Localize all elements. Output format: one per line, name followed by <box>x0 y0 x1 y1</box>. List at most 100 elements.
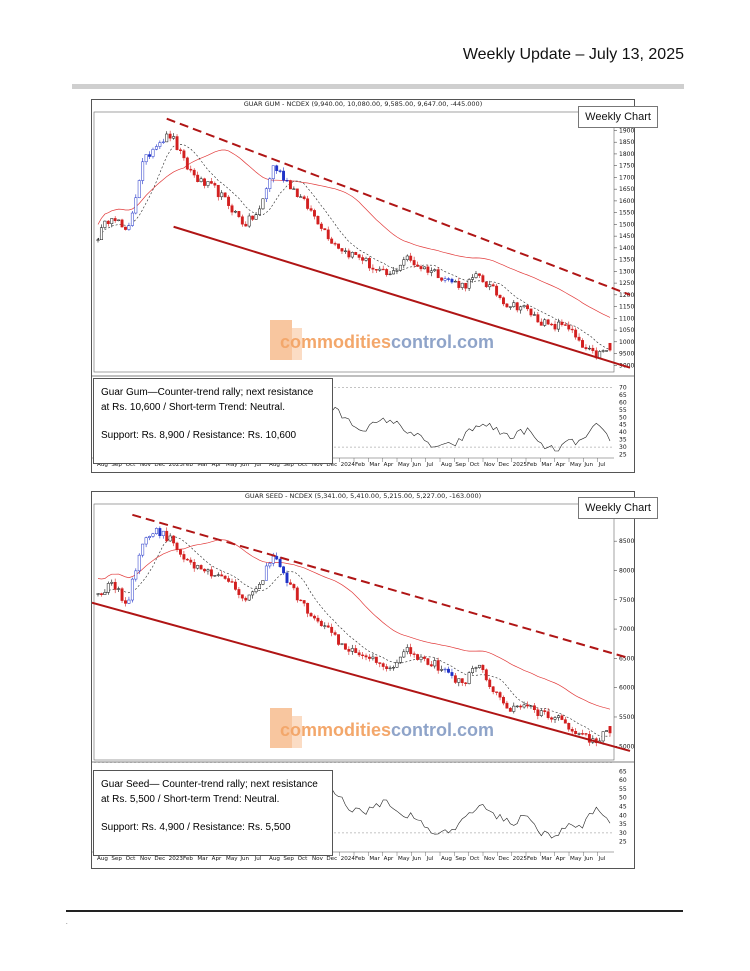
x-tick-label: Oct <box>298 462 308 468</box>
candle <box>144 154 148 163</box>
x-tick-label: Dec <box>326 856 337 862</box>
candle <box>220 574 224 577</box>
candle <box>385 269 389 275</box>
candle <box>443 278 447 281</box>
candle <box>402 651 406 658</box>
candle <box>508 707 512 712</box>
candle <box>340 643 344 645</box>
candle <box>258 208 261 215</box>
candle <box>347 250 351 258</box>
x-tick-label: Jul <box>598 856 606 862</box>
rsi-tick-label: 45 <box>619 804 627 811</box>
y-tick-label: 8500 <box>619 538 634 545</box>
candle <box>254 214 258 220</box>
candle <box>567 722 571 730</box>
candle <box>543 710 547 712</box>
chart-title: GUAR SEED - NCDEX (5,341.00, 5,410.00, 5… <box>244 492 482 500</box>
candle <box>127 599 131 604</box>
y-tick-label: 13500 <box>619 257 634 264</box>
candle <box>230 205 234 213</box>
candle <box>453 675 457 683</box>
candle <box>247 215 251 227</box>
x-tick-label: Jul <box>426 856 434 862</box>
watermark-commodities: commodities <box>280 720 391 740</box>
candle <box>436 660 440 671</box>
candle <box>422 656 426 659</box>
candle <box>106 220 110 224</box>
candle <box>498 294 502 298</box>
candle <box>567 324 571 330</box>
x-tick-label: 2024 <box>341 462 356 468</box>
candle <box>584 733 588 735</box>
y-tick-label: 10000 <box>619 339 634 346</box>
rsi-tick-label: 30 <box>619 830 627 837</box>
candle <box>443 668 447 671</box>
y-tick-label: 15500 <box>619 210 634 217</box>
guar-seed-chart: 900085008000750070006500600055005000comm… <box>92 503 634 862</box>
candle <box>484 669 488 681</box>
x-tick-label: Aug <box>97 856 108 862</box>
candle <box>495 285 499 296</box>
candle <box>522 704 526 708</box>
candle <box>467 279 471 289</box>
support-resistance-text: Support: Rs. 8,900 / Resistance: Rs. 10,… <box>101 430 297 441</box>
candle <box>539 710 543 716</box>
rsi-tick-label: 35 <box>619 437 627 444</box>
y-tick-label: 14000 <box>619 245 634 252</box>
watermark-control: control.com <box>391 332 494 352</box>
candle <box>378 268 382 271</box>
candle <box>209 569 213 577</box>
candle <box>258 584 261 589</box>
candle <box>199 178 203 182</box>
x-tick-label: Dec <box>154 856 165 862</box>
candle <box>532 705 536 710</box>
x-tick-label: Sep <box>111 856 122 862</box>
resistance-trendline <box>166 117 631 296</box>
x-tick-label: Nov <box>140 856 152 862</box>
x-tick-label: Aug <box>441 856 452 862</box>
candle <box>175 542 179 550</box>
candle <box>419 656 423 660</box>
x-tick-label: Dec <box>326 462 337 468</box>
x-tick-label: Sep <box>455 856 466 862</box>
candle <box>154 146 158 150</box>
candle <box>546 711 550 718</box>
x-tick-label: Mar <box>197 856 208 862</box>
candle <box>185 558 189 561</box>
y-tick-label: 8000 <box>619 567 634 574</box>
candle <box>261 580 265 585</box>
candle <box>151 149 155 157</box>
candle <box>120 588 124 601</box>
candle <box>440 669 444 671</box>
candle <box>361 654 365 656</box>
candle <box>161 141 165 143</box>
y-tick-label: 15000 <box>619 221 634 228</box>
x-tick-label: Nov <box>140 462 152 468</box>
candle <box>295 587 299 601</box>
candle <box>168 535 172 542</box>
candle <box>419 266 423 270</box>
candle <box>203 178 206 186</box>
candle <box>189 168 193 171</box>
candle <box>426 658 430 665</box>
candle <box>529 705 533 707</box>
candle <box>237 211 241 217</box>
candle <box>179 549 182 555</box>
candle <box>144 537 148 545</box>
candle <box>292 584 296 589</box>
y-tick-label: 16500 <box>619 186 634 193</box>
candle <box>601 731 605 742</box>
candle <box>395 662 399 668</box>
y-tick-label: 12500 <box>619 280 634 287</box>
candle <box>288 180 292 190</box>
candle <box>326 625 330 628</box>
watermark-block <box>292 716 302 748</box>
y-tick-label: 19000 <box>619 127 634 134</box>
candle <box>117 588 121 590</box>
candle <box>299 196 303 198</box>
candle <box>148 536 151 538</box>
candle <box>268 563 272 567</box>
x-tick-label: May <box>226 856 238 862</box>
x-tick-label: 2025 <box>513 856 528 862</box>
candle <box>313 210 316 217</box>
